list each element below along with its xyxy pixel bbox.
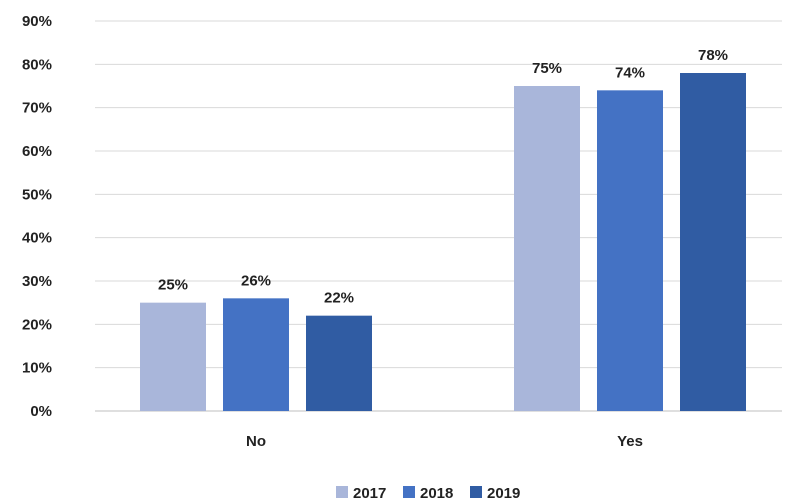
data-label: 22% [324,290,354,307]
y-tick-label: 40% [22,230,52,247]
data-label: 78% [698,47,728,64]
bar-no-2018 [223,298,289,411]
legend-label-2019: 2019 [487,485,520,501]
y-tick-label: 90% [22,13,52,30]
y-tick-label: 20% [22,316,52,333]
y-tick-label: 30% [22,273,52,290]
y-tick-label: 60% [22,143,52,160]
y-tick-label: 70% [22,100,52,117]
y-tick-label: 80% [22,56,52,73]
legend-swatch-2017 [336,486,348,498]
data-label: 26% [241,272,271,289]
data-label: 25% [158,277,188,294]
legend-swatch-2019 [470,486,482,498]
gridlines [95,20,782,412]
legend-swatch-2018 [403,486,415,498]
bar-no-2019 [306,315,372,411]
y-tick-label: 10% [22,360,52,377]
bar-yes-2019 [680,73,746,411]
y-axis-tick-labels: 0% 10% 20% 30% 40% 50% 60% 70% 80% 90% [22,13,52,420]
legend-label-2018: 2018 [420,485,453,501]
bar-no-2017 [140,302,206,411]
bar-yes-2018 [597,90,663,411]
legend-label-2017: 2017 [353,485,386,501]
x-axis-category-labels: No Yes [246,433,643,450]
y-tick-label: 50% [22,186,52,203]
category-label-no: No [246,433,266,450]
category-label-yes: Yes [617,433,643,450]
legend: 2017 2018 2019 [336,485,520,501]
bars [140,73,746,411]
data-label: 74% [615,64,645,81]
bar-yes-2017 [514,86,580,411]
y-tick-label: 0% [30,403,52,420]
data-label: 75% [532,60,562,77]
data-labels: 25% 26% 22% 75% 74% 78% [158,47,728,307]
